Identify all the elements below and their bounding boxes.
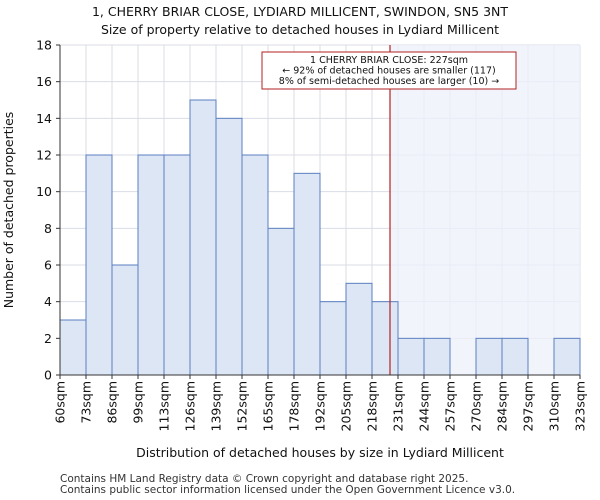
bar-192sqm xyxy=(319,301,347,376)
y-tick-label: 4 xyxy=(44,294,52,309)
y-tick-label: 16 xyxy=(36,74,52,89)
bar-139sqm xyxy=(215,117,243,376)
bar-284sqm xyxy=(501,337,529,376)
y-tick-label: 18 xyxy=(36,38,52,53)
x-tick-label: 231sqm xyxy=(391,381,406,431)
bar-244sqm xyxy=(423,337,451,376)
bar-113sqm xyxy=(163,154,191,376)
y-tick-label: 8 xyxy=(44,221,52,236)
x-tick-label: 284sqm xyxy=(495,381,510,431)
x-tick-label: 99sqm xyxy=(131,381,146,424)
x-tick-label: 310sqm xyxy=(547,381,562,431)
x-tick-label: 113sqm xyxy=(157,381,172,431)
bar-73sqm xyxy=(85,154,113,376)
chart-title: 1, CHERRY BRIAR CLOSE, LYDIARD MILLICENT… xyxy=(92,4,508,19)
x-tick-label: 152sqm xyxy=(235,381,250,431)
x-tick-label: 86sqm xyxy=(105,381,120,424)
y-tick-label: 10 xyxy=(36,184,52,199)
annotation-box xyxy=(261,51,517,90)
x-axis-label: Distribution of detached houses by size … xyxy=(136,445,504,460)
highlight-region xyxy=(390,45,580,375)
y-tick-label: 14 xyxy=(36,111,52,126)
y-tick-labels: 0 2 4 6 8 10 12 14 16 18 xyxy=(36,38,60,383)
x-tick-label: 218sqm xyxy=(365,381,380,431)
x-tick-label: 126sqm xyxy=(183,381,198,431)
y-axis-label: Number of detached properties xyxy=(1,112,16,309)
bars xyxy=(59,99,581,376)
x-tick-label: 73sqm xyxy=(79,381,94,424)
x-tick-label: 139sqm xyxy=(209,381,224,431)
y-tick-label: 6 xyxy=(44,258,52,273)
x-tick-label: 323sqm xyxy=(573,381,588,431)
x-tick-label: 297sqm xyxy=(521,381,536,431)
bar-218sqm xyxy=(371,301,399,376)
bar-178sqm xyxy=(293,172,321,376)
bar-86sqm xyxy=(111,264,139,376)
marker-annotation: 1 CHERRY BRIAR CLOSE: 227sqm ← 92% of de… xyxy=(261,51,517,90)
bar-205sqm xyxy=(345,282,373,376)
x-tick-label: 244sqm xyxy=(417,381,432,431)
y-tick-label: 0 xyxy=(44,368,52,383)
bar-60sqm xyxy=(59,319,87,376)
x-tick-label: 205sqm xyxy=(339,381,354,431)
bar-152sqm xyxy=(241,154,269,376)
x-tick-label: 192sqm xyxy=(313,381,328,431)
annotation-line-2: ← 92% of detached houses are smaller (11… xyxy=(282,66,495,77)
bar-231sqm xyxy=(397,337,425,376)
annotation-line-3: 8% of semi-detached houses are larger (1… xyxy=(279,76,499,87)
x-tick-label: 60sqm xyxy=(53,381,68,424)
x-tick-labels: 60sqm 73sqm 86sqm 99sqm 113sqm 126sqm 139sqm 15… xyxy=(53,375,588,431)
bar-270sqm xyxy=(475,337,503,376)
x-tick-label: 270sqm xyxy=(469,381,484,431)
bar-165sqm xyxy=(267,227,295,376)
footer-licence: Contains public sector information licen… xyxy=(60,484,516,496)
bar-126sqm xyxy=(189,99,217,376)
y-tick-label: 2 xyxy=(44,331,52,346)
y-tick-label: 12 xyxy=(36,148,52,163)
annotation-line-1: 1 CHERRY BRIAR CLOSE: 227sqm xyxy=(310,55,468,66)
x-tick-label: 165sqm xyxy=(261,381,276,431)
bar-310sqm xyxy=(553,337,581,376)
x-tick-label: 257sqm xyxy=(443,381,458,431)
x-tick-label: 178sqm xyxy=(287,381,302,431)
bar-99sqm xyxy=(137,154,165,376)
chart-subtitle: Size of property relative to detached ho… xyxy=(101,22,499,37)
footer-copyright: Contains HM Land Registry data © Crown c… xyxy=(60,473,469,485)
